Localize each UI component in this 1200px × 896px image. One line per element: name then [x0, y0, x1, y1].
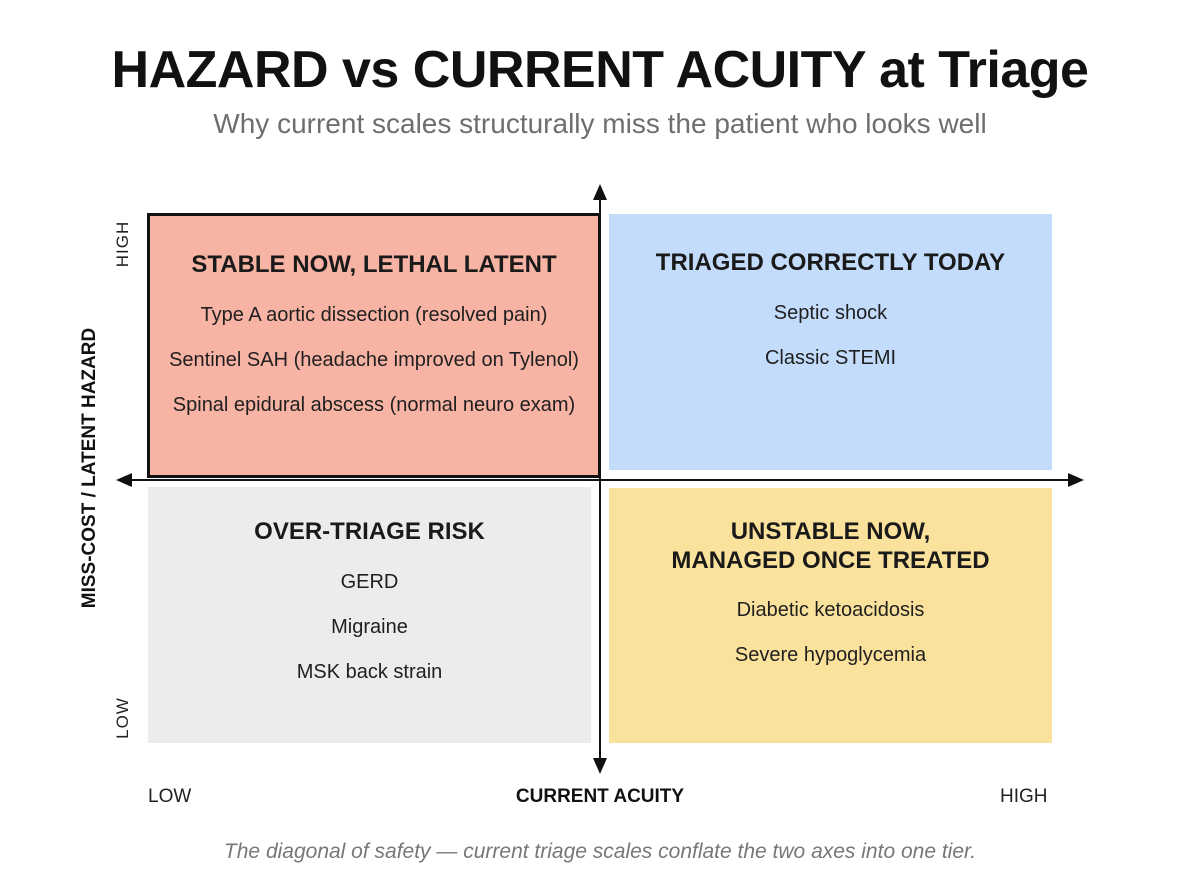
vertical-axis-arrow-up	[593, 184, 607, 200]
quadrant-item-list: Diabetic ketoacidosis Severe hypoglycemi…	[609, 598, 1052, 688]
quadrant-item: Diabetic ketoacidosis	[736, 599, 925, 621]
quadrant-title: OVER-TRIAGE RISK	[254, 518, 485, 545]
y-axis-title: MISS-COST / LATENT HAZARD	[79, 327, 100, 609]
quadrant-item: GERD	[340, 571, 399, 593]
horizontal-axis-arrow-left	[116, 473, 132, 487]
vertical-axis-arrow-down	[593, 758, 607, 774]
quadrant-item-list: Septic shock Classic STEMI	[609, 301, 1052, 391]
quadrant-title: TRIAGED CORRECTLY TODAY	[655, 249, 1006, 276]
x-axis-high-label: HIGH	[1000, 786, 1048, 807]
quadrant-item-list: GERD Migraine MSK back strain	[148, 570, 591, 705]
quadrant-item: Type A aortic dissection (resolved pain)	[200, 304, 548, 326]
quadrant-unstable-now-managed-once-treated: UNSTABLE NOW, MANAGED ONCE TREATED Diabe…	[609, 488, 1052, 743]
horizontal-axis-arrow-right	[1068, 473, 1084, 487]
quadrant-title-line: MANAGED ONCE TREATED	[671, 547, 990, 574]
quadrant-item: MSK back strain	[296, 661, 443, 683]
quadrant-over-triage-risk: OVER-TRIAGE RISK GERD Migraine MSK back …	[148, 487, 591, 743]
diagram-caption: The diagonal of safety — current triage …	[223, 840, 977, 863]
quadrant-item: Septic shock	[773, 302, 888, 324]
quadrant-item: Sentinel SAH (headache improved on Tylen…	[169, 349, 579, 371]
diagram-title: HAZARD vs CURRENT ACUITY at Triage	[111, 41, 1089, 99]
quadrant-title: UNSTABLE NOW, MANAGED ONCE TREATED	[609, 517, 1052, 575]
quadrant-item: Classic STEMI	[764, 347, 897, 369]
quadrant-item: Severe hypoglycemia	[734, 644, 927, 666]
quadrant-stable-now-lethal-latent: STABLE NOW, LETHAL LATENT Type A aortic …	[147, 213, 601, 478]
quadrant-triaged-correctly-today: TRIAGED CORRECTLY TODAY Septic shock Cla…	[609, 214, 1052, 470]
quadrant-title-line: UNSTABLE NOW,	[730, 518, 931, 545]
y-axis-low-label: LOW	[113, 697, 132, 739]
x-axis-title: CURRENT ACUITY	[515, 786, 685, 807]
quadrant-item: Spinal epidural abscess (normal neuro ex…	[172, 394, 576, 416]
y-axis-high-label: HIGH	[113, 220, 132, 268]
quadrant-item-list: Type A aortic dissection (resolved pain)…	[150, 303, 598, 438]
quadrant-item: Migraine	[331, 616, 408, 638]
x-axis-low-label: LOW	[148, 786, 192, 807]
diagram-subtitle: Why current scales structurally miss the…	[213, 108, 987, 139]
quadrant-title: STABLE NOW, LETHAL LATENT	[191, 251, 557, 278]
